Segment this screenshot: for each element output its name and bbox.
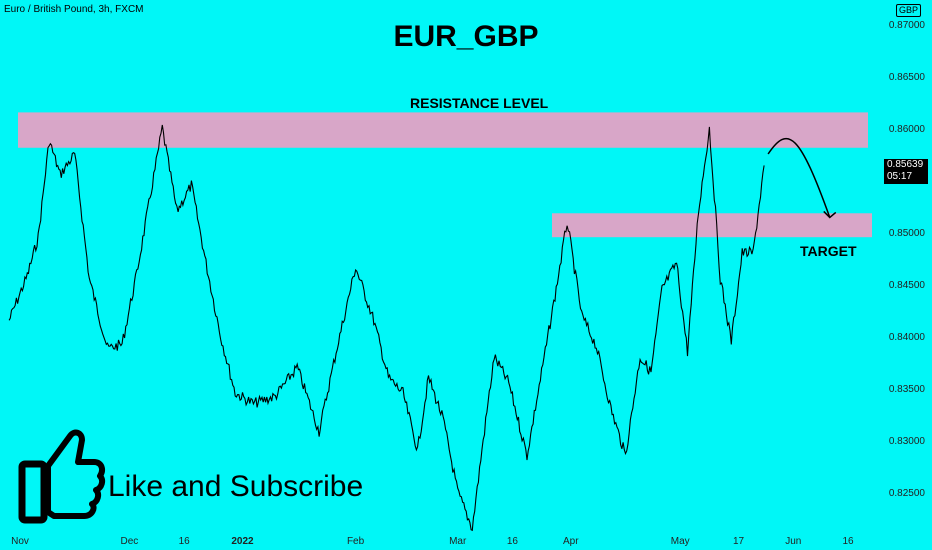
y-tick-label: 0.83500	[889, 384, 926, 395]
last-price: 0.85639	[887, 159, 924, 170]
price-series-line	[8, 124, 765, 532]
last-price-badge: 0.85639 05:17	[884, 159, 928, 184]
y-tick-label: 0.86500	[889, 72, 926, 83]
x-tick-label: 16	[507, 536, 519, 547]
y-tick-label: 0.82500	[889, 488, 926, 499]
y-tick-label: 0.87000	[889, 20, 926, 31]
x-tick-label: Mar	[449, 536, 467, 547]
projection-arrow	[767, 137, 831, 218]
y-tick-label: 0.84000	[889, 332, 926, 343]
chart-title: EUR_GBP	[393, 20, 539, 53]
x-tick-label: Jun	[785, 536, 801, 547]
y-tick-label: 0.83000	[889, 436, 926, 447]
x-tick-label: Feb	[347, 536, 365, 547]
resistance-label: RESISTANCE LEVEL	[410, 95, 549, 111]
zone-target	[552, 213, 872, 238]
currency-badge: GBP	[896, 4, 922, 17]
projection-arrowhead	[823, 210, 837, 219]
bar-countdown: 05:17	[887, 171, 913, 182]
x-tick-label: 17	[733, 536, 745, 547]
y-tick-label: 0.84500	[889, 280, 926, 291]
x-tick-label: Nov	[11, 536, 29, 547]
x-tick-label: 16	[842, 536, 854, 547]
y-tick-label: 0.86000	[889, 124, 926, 135]
cta-text: Like and Subscribe	[108, 470, 364, 503]
x-tick-label: May	[671, 536, 690, 547]
x-tick-label: Apr	[563, 536, 579, 547]
y-tick-label: 0.85000	[889, 228, 926, 239]
thumbs-up-icon	[18, 429, 106, 524]
x-tick-label: 16	[179, 536, 191, 547]
x-tick-label: 2022	[231, 536, 254, 547]
symbol-description: Euro / British Pound, 3h, FXCM	[4, 4, 144, 15]
zone-resistance	[18, 112, 868, 148]
target-label: TARGET	[800, 243, 857, 259]
x-tick-label: Dec	[121, 536, 139, 547]
